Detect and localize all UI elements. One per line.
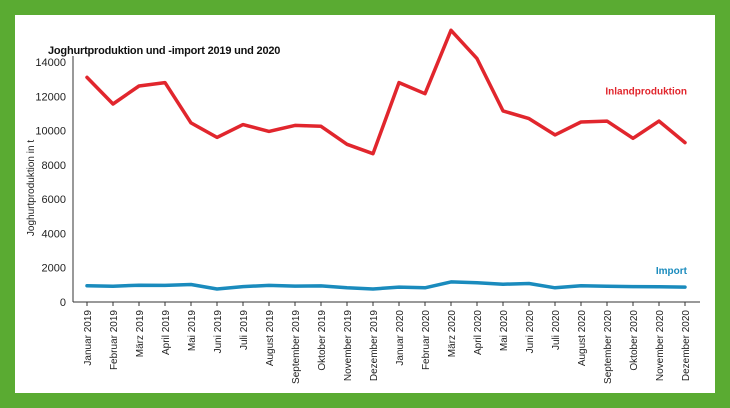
axes bbox=[72, 56, 700, 303]
x-tick-label: März 2019 bbox=[135, 310, 146, 358]
x-tick-label: Mai 2019 bbox=[187, 310, 198, 352]
x-tick-label: Juli 2019 bbox=[239, 310, 250, 350]
series-lines bbox=[85, 28, 687, 291]
x-tick-label: April 2020 bbox=[473, 310, 484, 355]
y-tick-labels: 0 2000 4000 6000 8000 10000 12000 14000 bbox=[35, 57, 66, 309]
series-labels: Inlandproduktion Import bbox=[605, 87, 687, 278]
chart-title: Joghurtproduktion und -import 2019 und 2… bbox=[48, 45, 281, 57]
x-tick-label: Oktober 2019 bbox=[317, 310, 328, 371]
x-tick-label: Januar 2019 bbox=[83, 310, 94, 366]
x-tick-label: Februar 2020 bbox=[421, 310, 432, 370]
y-tick-label: 4000 bbox=[42, 228, 66, 240]
x-tick-label: Februar 2019 bbox=[109, 310, 120, 370]
x-tick-label: Mai 2020 bbox=[499, 310, 510, 352]
x-tick-label: Dezember 2019 bbox=[369, 310, 380, 382]
series-label-import: Import bbox=[656, 266, 688, 277]
y-axis-label: Joghurtproduktion in t bbox=[26, 140, 37, 236]
series-label-inlandproduktion: Inlandproduktion bbox=[605, 87, 687, 98]
series-line-import bbox=[85, 280, 687, 291]
x-tick-label: August 2020 bbox=[577, 310, 588, 367]
series-line-inlandproduktion bbox=[85, 28, 687, 156]
x-tick-label: Juli 2020 bbox=[551, 310, 562, 350]
x-tick-label: März 2020 bbox=[447, 310, 458, 358]
x-tick-label: Juni 2020 bbox=[525, 310, 536, 354]
y-tick-label: 2000 bbox=[42, 263, 66, 275]
y-tick-label: 12000 bbox=[35, 91, 66, 103]
y-tick-label: 6000 bbox=[42, 194, 66, 206]
x-tick-label: August 2019 bbox=[265, 310, 276, 367]
y-tick-label: 14000 bbox=[35, 57, 66, 69]
x-tick-label: Dezember 2020 bbox=[681, 310, 692, 382]
y-tick-label: 10000 bbox=[35, 126, 66, 138]
x-tick-label: November 2020 bbox=[655, 310, 666, 382]
x-tick-label: September 2020 bbox=[603, 310, 614, 384]
y-tick-label: 8000 bbox=[42, 160, 66, 172]
x-tick-label: September 2019 bbox=[291, 310, 302, 384]
y-tick-label: 0 bbox=[60, 297, 66, 309]
x-tick-label: Oktober 2020 bbox=[629, 310, 640, 371]
x-tick-label: April 2019 bbox=[161, 310, 172, 355]
x-tick-label: November 2019 bbox=[343, 310, 354, 382]
x-tick-label: Juni 2019 bbox=[213, 310, 224, 354]
x-tick-label: Januar 2020 bbox=[395, 310, 406, 366]
x-tick-labels: Januar 2019 Februar 2019 März 2019 April 20… bbox=[83, 302, 692, 384]
